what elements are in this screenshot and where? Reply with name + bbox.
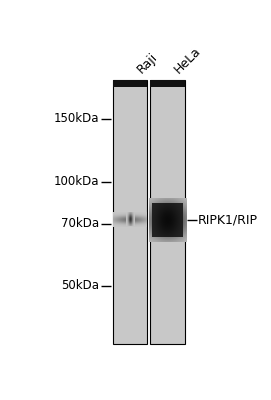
Bar [150, 80, 185, 344]
Text: 150kDa: 150kDa [53, 112, 99, 125]
Text: 100kDa: 100kDa [53, 175, 99, 188]
Bar [113, 80, 147, 344]
Text: Raji: Raji [134, 50, 160, 76]
Text: RIPK1/RIP: RIPK1/RIP [198, 214, 258, 226]
Text: 50kDa: 50kDa [61, 279, 99, 292]
Text: 70kDa: 70kDa [61, 217, 99, 230]
Bar [150, 80, 185, 87]
Text: HeLa: HeLa [172, 44, 204, 76]
Bar [113, 80, 147, 87]
